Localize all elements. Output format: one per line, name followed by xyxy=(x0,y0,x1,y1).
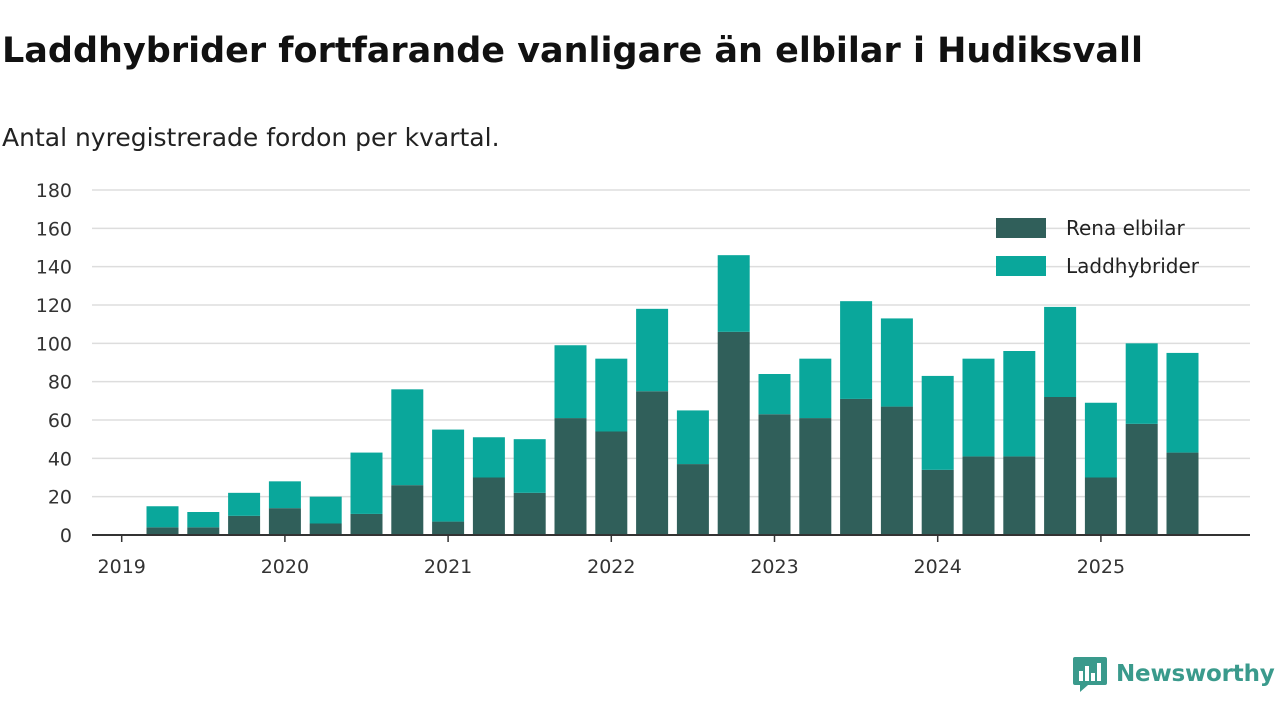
y-tick-label: 20 xyxy=(48,487,72,509)
chart-title: Laddhybrider fortfarande vanligare än el… xyxy=(2,31,1143,71)
bar-laddhybrider xyxy=(350,452,383,514)
bar-laddhybrider xyxy=(228,492,261,516)
x-axis: 2019 2020 2021 2022 2023 2024 2025 xyxy=(92,534,1250,578)
bar-laddhybrider xyxy=(1125,343,1158,424)
y-tick-label: 60 xyxy=(48,410,72,432)
x-tick-label: 2025 xyxy=(1077,556,1125,578)
bar-laddhybrider xyxy=(880,318,913,407)
bar-laddhybrider xyxy=(840,301,873,399)
x-tick-label: 2022 xyxy=(587,556,635,578)
newsworthy-logo-icon xyxy=(1073,657,1107,692)
bar-laddhybrider xyxy=(921,375,954,470)
bar-rena-elbilar xyxy=(595,431,628,535)
bar-laddhybrider xyxy=(962,358,995,457)
legend: Rena elbilar Laddhybrider xyxy=(996,216,1200,278)
bar-rena-elbilar xyxy=(1125,423,1158,535)
bar-rena-elbilar xyxy=(840,398,873,535)
y-tick-label: 120 xyxy=(36,295,72,317)
bar-rena-elbilar xyxy=(554,418,587,535)
bar-laddhybrider xyxy=(758,374,791,415)
y-tick-label: 40 xyxy=(48,448,72,470)
bar-laddhybrider xyxy=(268,481,301,509)
bar-rena-elbilar xyxy=(268,508,301,535)
bar-rena-elbilar xyxy=(758,414,791,535)
bar-laddhybrider xyxy=(554,345,587,419)
bar-rena-elbilar xyxy=(1044,397,1077,535)
bar-rena-elbilar xyxy=(717,331,750,535)
x-tick-label: 2019 xyxy=(98,556,146,578)
bar-rena-elbilar xyxy=(1084,477,1117,535)
y-tick-label: 100 xyxy=(36,333,72,355)
bar-laddhybrider xyxy=(636,308,669,392)
x-tick-label: 2021 xyxy=(424,556,472,578)
bar-laddhybrider xyxy=(676,410,709,465)
newsworthy-brand: Newsworthy xyxy=(1072,654,1275,694)
bar-rena-elbilar xyxy=(309,523,342,535)
bar-rena-elbilar xyxy=(636,391,669,535)
bar-rena-elbilar xyxy=(962,456,995,535)
bar-rena-elbilar xyxy=(146,527,179,535)
bar-laddhybrider xyxy=(187,512,220,528)
bar-laddhybrider xyxy=(799,358,832,419)
brand-name: Newsworthy xyxy=(1116,661,1275,687)
x-tick-label: 2020 xyxy=(261,556,309,578)
y-tick-label: 0 xyxy=(60,525,72,547)
y-tick-label: 140 xyxy=(36,257,72,279)
bar-laddhybrider xyxy=(717,255,750,332)
bar-rena-elbilar xyxy=(350,513,383,535)
bar-laddhybrider xyxy=(513,439,546,493)
bar-rena-elbilar xyxy=(1003,456,1036,535)
legend-label: Rena elbilar xyxy=(1066,216,1186,240)
bar-rena-elbilar xyxy=(187,527,220,535)
bar-rena-elbilar xyxy=(432,521,465,535)
y-axis-ticks: 0 20 40 60 80 100 120 140 160 180 xyxy=(36,180,72,547)
y-tick-label: 80 xyxy=(48,372,72,394)
bar-laddhybrider xyxy=(432,429,465,522)
x-tick-label: 2024 xyxy=(914,556,962,578)
legend-swatch xyxy=(996,218,1046,238)
bar-rena-elbilar xyxy=(391,485,424,535)
x-tick-label: 2023 xyxy=(750,556,798,578)
legend-swatch xyxy=(996,256,1046,276)
bar-rena-elbilar xyxy=(472,477,505,535)
y-tick-label: 160 xyxy=(36,218,72,240)
bar-laddhybrider xyxy=(1044,306,1077,397)
bar-laddhybrider xyxy=(472,437,505,478)
legend-label: Laddhybrider xyxy=(1066,254,1200,278)
bar-rena-elbilar xyxy=(799,418,832,535)
bar-rena-elbilar xyxy=(676,464,709,535)
bars xyxy=(146,255,1199,535)
bar-rena-elbilar xyxy=(1166,452,1199,535)
bar-rena-elbilar xyxy=(880,406,913,535)
bar-laddhybrider xyxy=(391,389,424,486)
bar-rena-elbilar xyxy=(228,515,261,535)
chart-subtitle: Antal nyregistrerade fordon per kvartal. xyxy=(2,123,500,152)
bar-laddhybrider xyxy=(1166,352,1199,453)
bar-rena-elbilar xyxy=(513,492,546,535)
bar-laddhybrider xyxy=(1084,402,1117,478)
y-tick-label: 180 xyxy=(36,180,72,202)
bar-laddhybrider xyxy=(1003,351,1036,457)
bar-laddhybrider xyxy=(146,506,179,528)
bar-rena-elbilar xyxy=(921,469,954,535)
bar-laddhybrider xyxy=(309,496,342,524)
bar-laddhybrider xyxy=(595,358,628,432)
